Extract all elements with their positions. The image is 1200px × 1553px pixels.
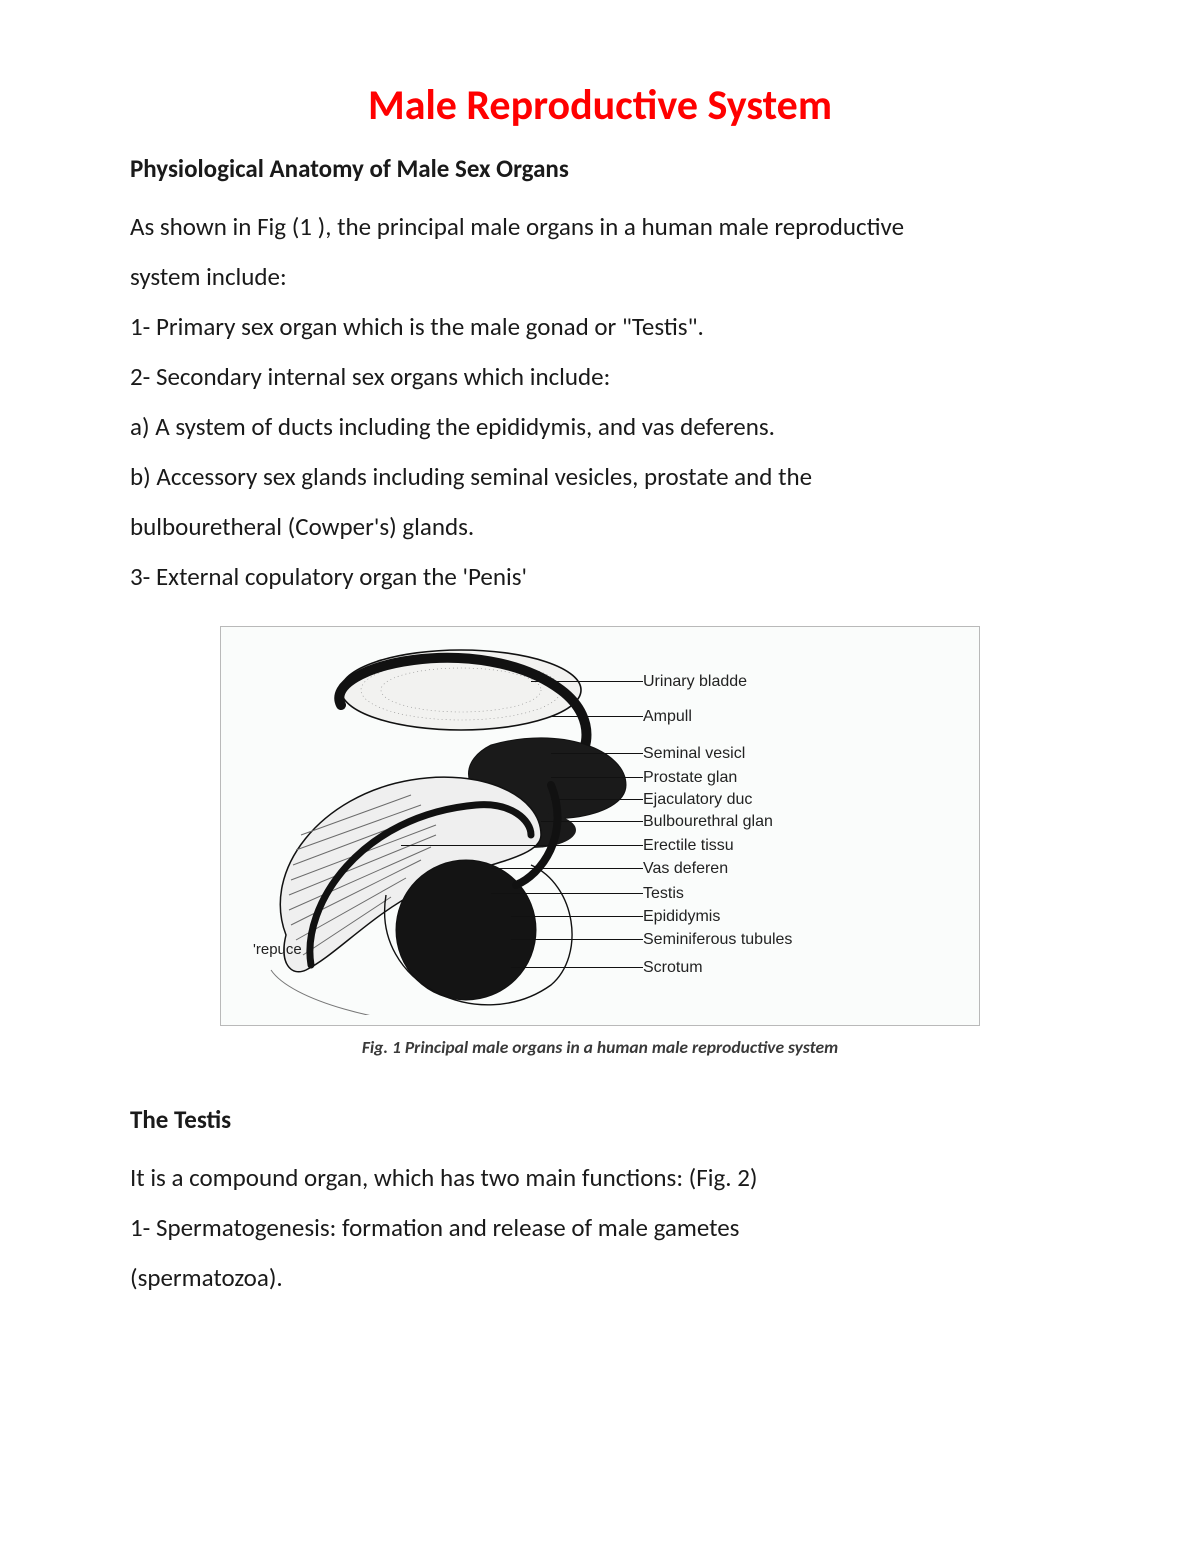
anatomy-svg: [231, 635, 971, 1015]
body-line: bulbouretheral (Cowper's) glands.: [130, 502, 1070, 552]
body-line: a) A system of ducts including the epidi…: [130, 402, 1070, 452]
leader-line: [511, 916, 643, 917]
section-heading-anatomy: Physiological Anatomy of Male Sex Organs: [130, 153, 1070, 184]
figure-label: Urinary bladde: [643, 673, 747, 691]
leader-line: [491, 868, 643, 869]
figure-label: Erectile tissu: [643, 837, 734, 855]
spacer: [130, 1068, 1070, 1104]
figure-label: Seminal vesicl: [643, 745, 745, 763]
figure-label: Ampull: [643, 708, 692, 726]
body-line: It is a compound organ, which has two ma…: [130, 1153, 1070, 1203]
leader-line: [551, 777, 643, 778]
leader-line: [491, 893, 643, 894]
page: Male Reproductive System Physiological A…: [0, 0, 1200, 1553]
leader-line: [511, 939, 643, 940]
leader-line: [541, 821, 643, 822]
figure-label: Vas deferen: [643, 860, 728, 878]
figure-label: Bulbourethral glan: [643, 813, 773, 831]
body-line: 2- Secondary internal sex organs which i…: [130, 352, 1070, 402]
figure-caption: Fig. 1 Principal male organs in a human …: [220, 1036, 980, 1058]
leader-line: [511, 967, 643, 968]
body-line: As shown in Fig (1 ), the principal male…: [130, 202, 1070, 252]
leader-line: [551, 753, 643, 754]
page-title: Male Reproductive System: [130, 80, 1070, 131]
body-line: 1- Primary sex organ which is the male g…: [130, 302, 1070, 352]
figure-label: Epididymis: [643, 908, 720, 926]
figure-frame: 'repuce Urinary bladde Ampull Seminal vesi…: [220, 626, 980, 1026]
label-prepuce: 'repuce: [253, 941, 302, 958]
section-heading-testis: The Testis: [130, 1104, 1070, 1135]
figure-label: Seminiferous tubules: [643, 931, 792, 949]
body-line: 1- Spermatogenesis: formation and releas…: [130, 1203, 1070, 1253]
anatomy-diagram: 'repuce Urinary bladde Ampull Seminal vesi…: [231, 635, 969, 1011]
figure-label: Prostate glan: [643, 769, 737, 787]
figure-1: 'repuce Urinary bladde Ampull Seminal vesi…: [220, 626, 980, 1058]
leader-line: [531, 681, 643, 682]
leader-line: [551, 716, 643, 717]
body-line: 3- External copulatory organ the 'Penis': [130, 552, 1070, 602]
body-line: b) Accessory sex glands including semina…: [130, 452, 1070, 502]
figure-label: Scrotum: [643, 959, 703, 977]
body-line: (spermatozoa).: [130, 1253, 1070, 1303]
figure-label: Ejaculatory duc: [643, 791, 752, 809]
body-line: system include:: [130, 252, 1070, 302]
leader-line: [551, 799, 643, 800]
figure-label: Testis: [643, 885, 684, 903]
leader-line: [401, 845, 643, 846]
